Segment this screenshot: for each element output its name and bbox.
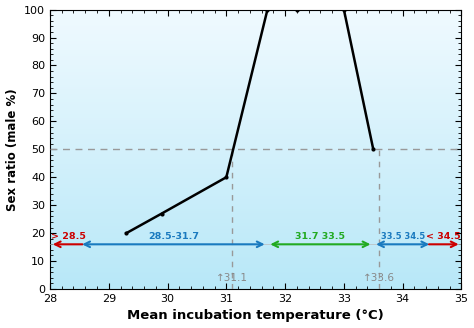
Text: 31.7 33.5: 31.7 33.5 — [295, 232, 346, 241]
X-axis label: Mean incubation temperature (°C): Mean incubation temperature (°C) — [128, 309, 384, 322]
Text: 28.5-31.7: 28.5-31.7 — [148, 232, 199, 241]
Text: < 34.5: < 34.5 — [426, 232, 460, 241]
Text: > 28.5: > 28.5 — [51, 232, 86, 241]
Text: ↑31.1: ↑31.1 — [216, 274, 248, 283]
Text: 33.5 34.5: 33.5 34.5 — [381, 232, 425, 241]
Y-axis label: Sex ratio (male %): Sex ratio (male %) — [6, 88, 18, 211]
Text: ↑33.6: ↑33.6 — [363, 274, 395, 283]
